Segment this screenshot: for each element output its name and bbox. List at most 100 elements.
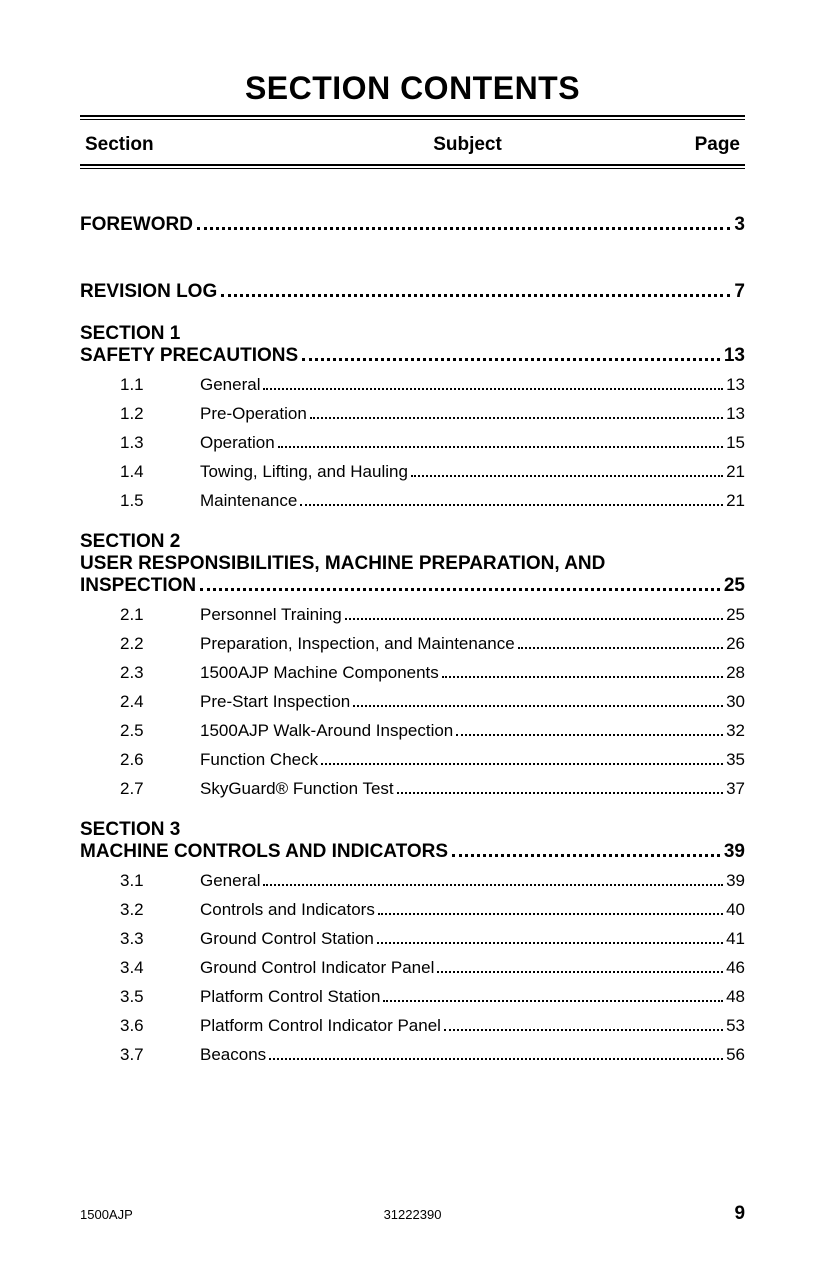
toc-sub-title: General bbox=[200, 375, 260, 395]
rule-bottom bbox=[80, 164, 745, 169]
toc-sub-entry: 3.7Beacons56 bbox=[80, 1045, 745, 1065]
toc-sub-entry: 3.1General39 bbox=[80, 871, 745, 891]
toc-sub-title: Personnel Training bbox=[200, 605, 342, 625]
toc-sub-entry: 1.1General13 bbox=[80, 375, 745, 395]
toc-sub-title: SkyGuard® Function Test bbox=[200, 779, 394, 799]
toc-major-page: 25 bbox=[724, 575, 745, 597]
toc-leader bbox=[269, 1058, 723, 1060]
toc-sub-page: 26 bbox=[726, 634, 745, 654]
toc-sub-entry: 2.31500AJP Machine Components 28 bbox=[80, 663, 745, 683]
toc-sub-title: General bbox=[200, 871, 260, 891]
toc-leader bbox=[437, 971, 723, 973]
toc-sub-number: 2.5 bbox=[120, 721, 200, 741]
toc-sub-page: 39 bbox=[726, 871, 745, 891]
toc-major-title: SAFETY PRECAUTIONS bbox=[80, 345, 298, 367]
toc-major-entry: REVISION LOG 7 bbox=[80, 281, 745, 303]
toc-sub-entry: 2.1Personnel Training 25 bbox=[80, 605, 745, 625]
toc-leader bbox=[442, 676, 723, 678]
toc-section-label: SECTION 3 bbox=[80, 819, 745, 841]
toc-section-label: SECTION 1 bbox=[80, 323, 745, 345]
toc-major-page: 39 bbox=[724, 841, 745, 863]
toc-leader bbox=[321, 763, 723, 765]
toc-sub-title: Operation bbox=[200, 433, 275, 453]
toc-sub-page: 32 bbox=[726, 721, 745, 741]
toc-sub-title: Ground Control Station bbox=[200, 929, 374, 949]
toc-major-entry: INSPECTION25 bbox=[80, 575, 745, 597]
toc-sub-page: 28 bbox=[726, 663, 745, 683]
toc-sub-title: Pre-Operation bbox=[200, 404, 307, 424]
toc-leader bbox=[221, 294, 730, 297]
toc-sub-number: 2.3 bbox=[120, 663, 200, 683]
toc-sub-number: 1.2 bbox=[120, 404, 200, 424]
toc-sub-number: 3.3 bbox=[120, 929, 200, 949]
toc-major-title: MACHINE CONTROLS AND INDICATORS bbox=[80, 841, 448, 863]
toc-sub-number: 3.4 bbox=[120, 958, 200, 978]
toc-sub-page: 30 bbox=[726, 692, 745, 712]
toc-sub-number: 3.2 bbox=[120, 900, 200, 920]
toc-leader bbox=[397, 792, 723, 794]
toc-sub-entry: 1.5Maintenance21 bbox=[80, 491, 745, 511]
toc-sub-entry: 2.2Preparation, Inspection, and Maintena… bbox=[80, 634, 745, 654]
toc-leader bbox=[378, 913, 723, 915]
toc-sub-number: 2.2 bbox=[120, 634, 200, 654]
toc-sub-number: 3.5 bbox=[120, 987, 200, 1007]
toc-major-page: 13 bbox=[724, 345, 745, 367]
toc-sub-page: 40 bbox=[726, 900, 745, 920]
toc-leader bbox=[452, 854, 720, 857]
footer-pagenum: 9 bbox=[523, 1203, 745, 1225]
toc-sub-number: 1.5 bbox=[120, 491, 200, 511]
toc-sub-title: Preparation, Inspection, and Maintenance bbox=[200, 634, 515, 654]
toc-sub-number: 2.6 bbox=[120, 750, 200, 770]
toc-leader bbox=[518, 647, 723, 649]
toc-leader bbox=[310, 417, 723, 419]
toc-sub-number: 2.1 bbox=[120, 605, 200, 625]
toc-sub-page: 53 bbox=[726, 1016, 745, 1036]
toc-sub-page: 21 bbox=[726, 462, 745, 482]
toc-sub-page: 46 bbox=[726, 958, 745, 978]
toc-major-entry: SAFETY PRECAUTIONS 13 bbox=[80, 345, 745, 367]
toc-leader bbox=[263, 388, 723, 390]
toc-major-page: 3 bbox=[734, 214, 745, 236]
toc-subsection-list: 2.1Personnel Training 25 2.2Preparation, I… bbox=[80, 605, 745, 799]
toc-sub-title: Function Check bbox=[200, 750, 318, 770]
toc-sub-page: 15 bbox=[726, 433, 745, 453]
toc-sub-number: 2.4 bbox=[120, 692, 200, 712]
toc-sub-number: 3.7 bbox=[120, 1045, 200, 1065]
toc-leader bbox=[377, 942, 723, 944]
toc-sub-title: Controls and Indicators bbox=[200, 900, 375, 920]
toc-sub-entry: 2.4Pre-Start Inspection30 bbox=[80, 692, 745, 712]
toc-sub-page: 13 bbox=[726, 404, 745, 424]
toc-leader bbox=[411, 475, 723, 477]
page-footer: 1500AJP 31222390 9 bbox=[80, 1203, 745, 1225]
toc-subsection-list: 3.1General393.2Controls and Indicators40… bbox=[80, 871, 745, 1065]
toc-sub-title: Maintenance bbox=[200, 491, 297, 511]
toc-leader bbox=[345, 618, 723, 620]
toc-leader bbox=[302, 358, 720, 361]
toc-header-subject: Subject bbox=[295, 134, 640, 156]
toc-header-page: Page bbox=[640, 134, 740, 156]
footer-model: 1500AJP bbox=[80, 1207, 302, 1222]
toc-sub-entry: 3.3Ground Control Station41 bbox=[80, 929, 745, 949]
toc-leader bbox=[456, 734, 723, 736]
toc-header-row: Section Subject Page bbox=[80, 128, 745, 164]
toc-sub-entry: 1.4Towing, Lifting, and Hauling21 bbox=[80, 462, 745, 482]
toc-major-page: 7 bbox=[734, 281, 745, 303]
toc-sub-title: 1500AJP Machine Components bbox=[200, 663, 439, 683]
rule-top bbox=[80, 115, 745, 120]
toc-sub-entry: 1.2Pre-Operation 13 bbox=[80, 404, 745, 424]
toc-sub-title: Towing, Lifting, and Hauling bbox=[200, 462, 408, 482]
toc-leader bbox=[383, 1000, 723, 1002]
toc-major-title: FOREWORD bbox=[80, 214, 193, 236]
toc-subsection-list: 1.1General131.2Pre-Operation131.3Operati… bbox=[80, 375, 745, 511]
toc-sub-entry: 3.6Platform Control Indicator Panel53 bbox=[80, 1016, 745, 1036]
toc-sub-page: 25 bbox=[726, 605, 745, 625]
toc-sub-number: 2.7 bbox=[120, 779, 200, 799]
toc-section-label: SECTION 2 bbox=[80, 531, 745, 553]
toc-major-entry: MACHINE CONTROLS AND INDICATORS 39 bbox=[80, 841, 745, 863]
toc-major-title: REVISION LOG bbox=[80, 281, 217, 303]
toc-leader bbox=[444, 1029, 723, 1031]
toc-leader bbox=[200, 588, 720, 591]
toc-sub-title: Platform Control Station bbox=[200, 987, 380, 1007]
toc-sub-title: Beacons bbox=[200, 1045, 266, 1065]
toc-body: FOREWORD 3 REVISION LOG 7 SECTION 1SAFETY PR… bbox=[80, 214, 745, 1065]
